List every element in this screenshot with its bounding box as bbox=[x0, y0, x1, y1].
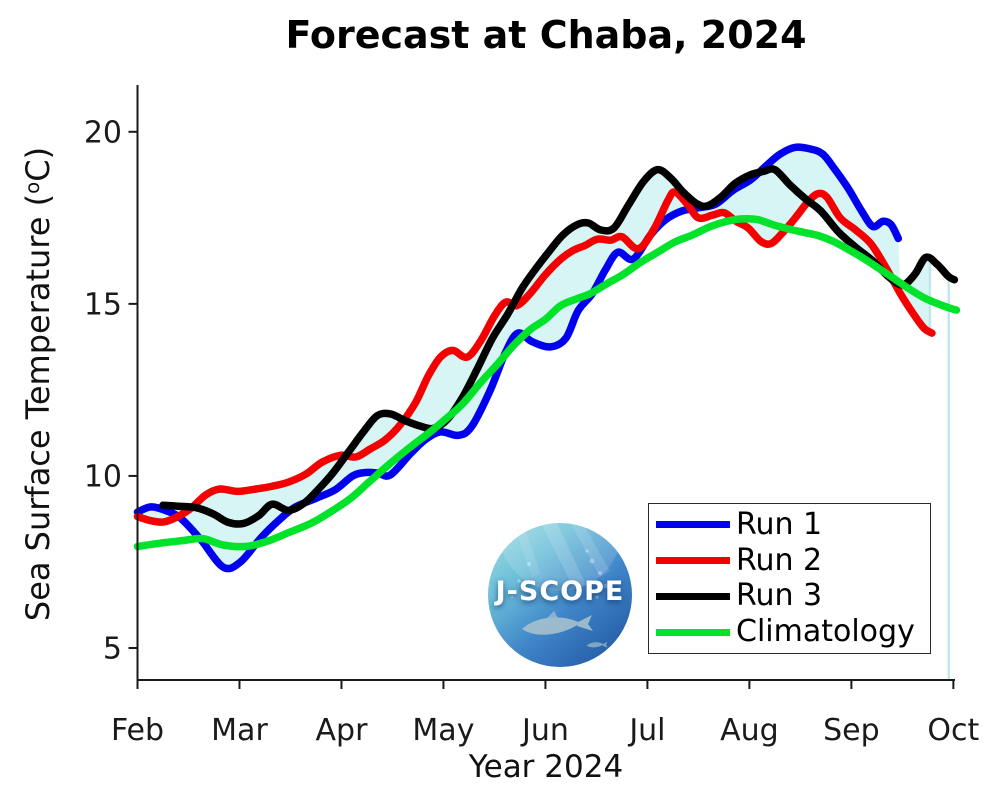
x-tick-label: Feb bbox=[111, 713, 164, 748]
legend-line-run-1 bbox=[656, 521, 730, 529]
x-tick-label: Oct bbox=[927, 713, 979, 748]
jscope-logo: J-SCOPE bbox=[488, 523, 632, 667]
legend-label-climatology: Climatology bbox=[736, 614, 915, 650]
legend-line-run-3 bbox=[656, 592, 730, 600]
legend-item-climatology: Climatology bbox=[656, 615, 930, 649]
y-axis-degree-superscript: o bbox=[21, 181, 45, 194]
legend-item-run-1: Run 1 bbox=[656, 506, 930, 542]
sst-envelope-fill bbox=[137, 147, 931, 568]
jscope-logo-text: J-SCOPE bbox=[495, 575, 625, 607]
x-tick-label: Sep bbox=[823, 713, 880, 748]
sun-glow bbox=[498, 523, 622, 591]
y-axis-label-unit: C) bbox=[19, 146, 57, 182]
small-fish-icon bbox=[586, 641, 608, 648]
x-tick-label: Jul bbox=[627, 713, 665, 748]
x-tick-label: May bbox=[412, 713, 474, 748]
x-axis-label: Year 2024 bbox=[468, 749, 624, 785]
light-ray-icon bbox=[513, 523, 540, 577]
y-tick-label: 10 bbox=[84, 459, 122, 494]
x-tick-label: Aug bbox=[720, 713, 779, 748]
run-1-line bbox=[133, 143, 903, 573]
y-tick-label: 5 bbox=[103, 631, 122, 666]
legend-item-run-3: Run 3 bbox=[656, 579, 930, 613]
y-tick-label: 20 bbox=[84, 115, 122, 150]
x-tick-label: Mar bbox=[211, 713, 268, 748]
x-tick-label: Apr bbox=[316, 713, 369, 748]
y-axis-label: Sea Surface Temperature (oC) bbox=[16, 54, 60, 714]
light-ray-icon bbox=[541, 523, 586, 589]
run-3-line bbox=[159, 165, 959, 528]
legend-line-run-2 bbox=[656, 557, 730, 565]
legend-line-climatology bbox=[656, 628, 730, 636]
jscope-logo-art bbox=[498, 523, 622, 648]
legend-label-run-3: Run 3 bbox=[736, 578, 823, 614]
x-tick-label: Jun bbox=[520, 713, 569, 748]
legend: Run 1 Run 2 Run 3 Climatology bbox=[648, 503, 931, 654]
climatology-line bbox=[133, 214, 961, 551]
light-ray-icon bbox=[570, 523, 610, 577]
y-tick-label: 15 bbox=[84, 287, 122, 322]
bubbles-icon bbox=[510, 549, 609, 599]
y-axis-label-text: Sea Surface Temperature ( bbox=[19, 193, 57, 622]
legend-item-run-2: Run 2 bbox=[656, 542, 930, 578]
legend-label-run-2: Run 2 bbox=[736, 542, 823, 578]
fish-icon bbox=[522, 611, 593, 635]
run-2-line bbox=[133, 188, 936, 526]
chart-title: Forecast at Chaba, 2024 bbox=[285, 13, 807, 57]
legend-label-run-1: Run 1 bbox=[736, 506, 823, 542]
